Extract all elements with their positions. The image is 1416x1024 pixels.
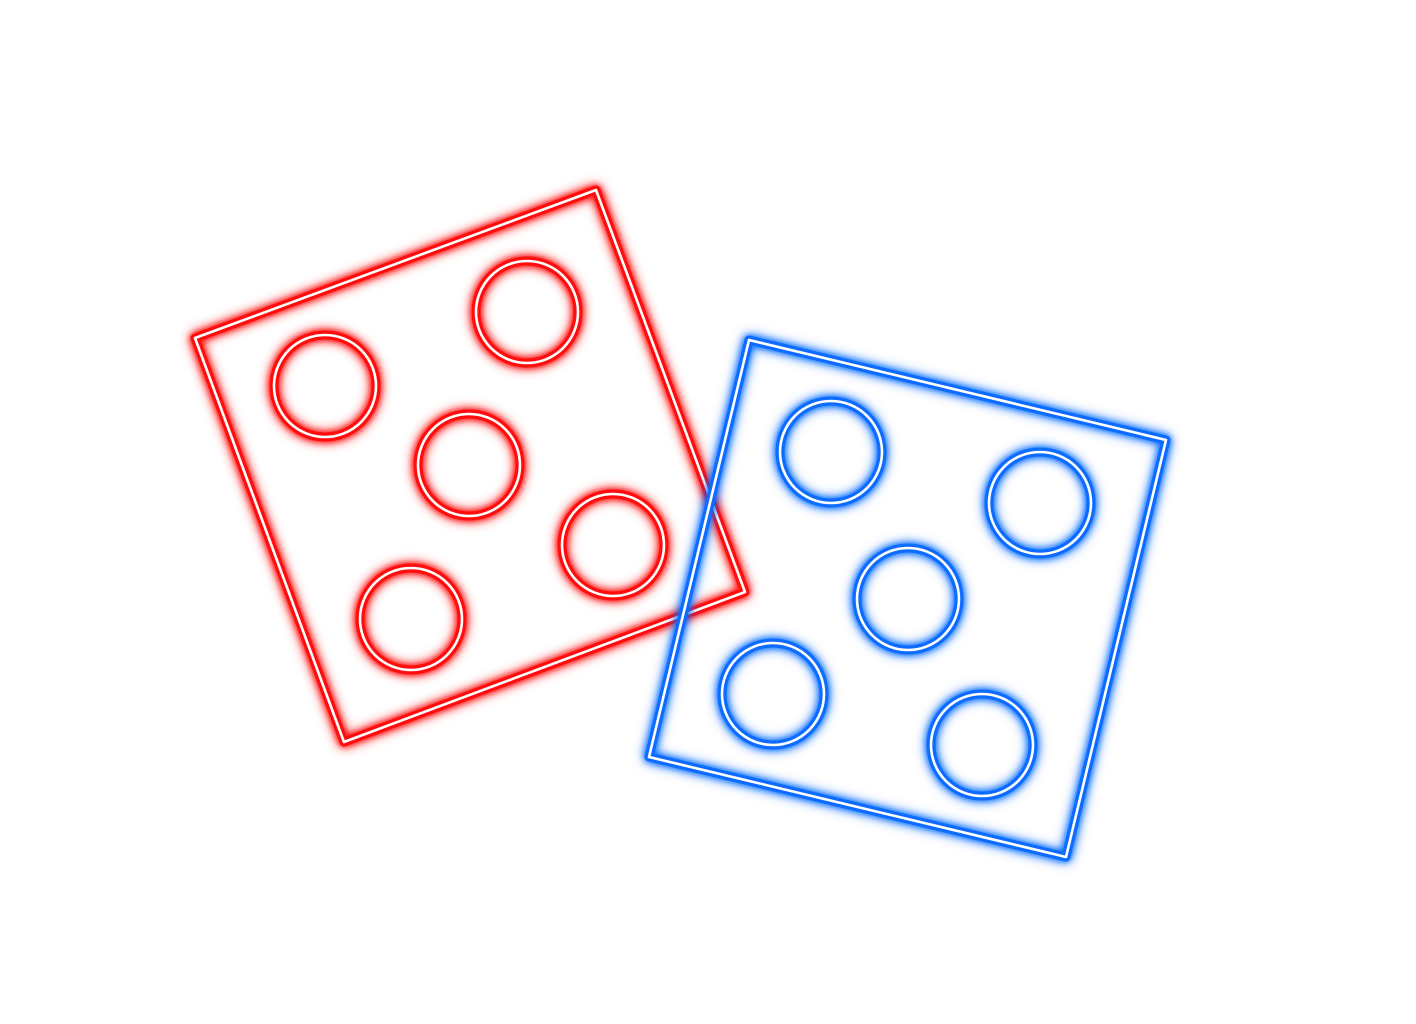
red-die-outline bbox=[190, 185, 750, 747]
red-die-core bbox=[193, 188, 747, 744]
red-die-glow bbox=[190, 185, 750, 747]
blue-die bbox=[644, 335, 1171, 862]
blue-die-core bbox=[647, 338, 1168, 859]
red-die bbox=[190, 185, 750, 747]
